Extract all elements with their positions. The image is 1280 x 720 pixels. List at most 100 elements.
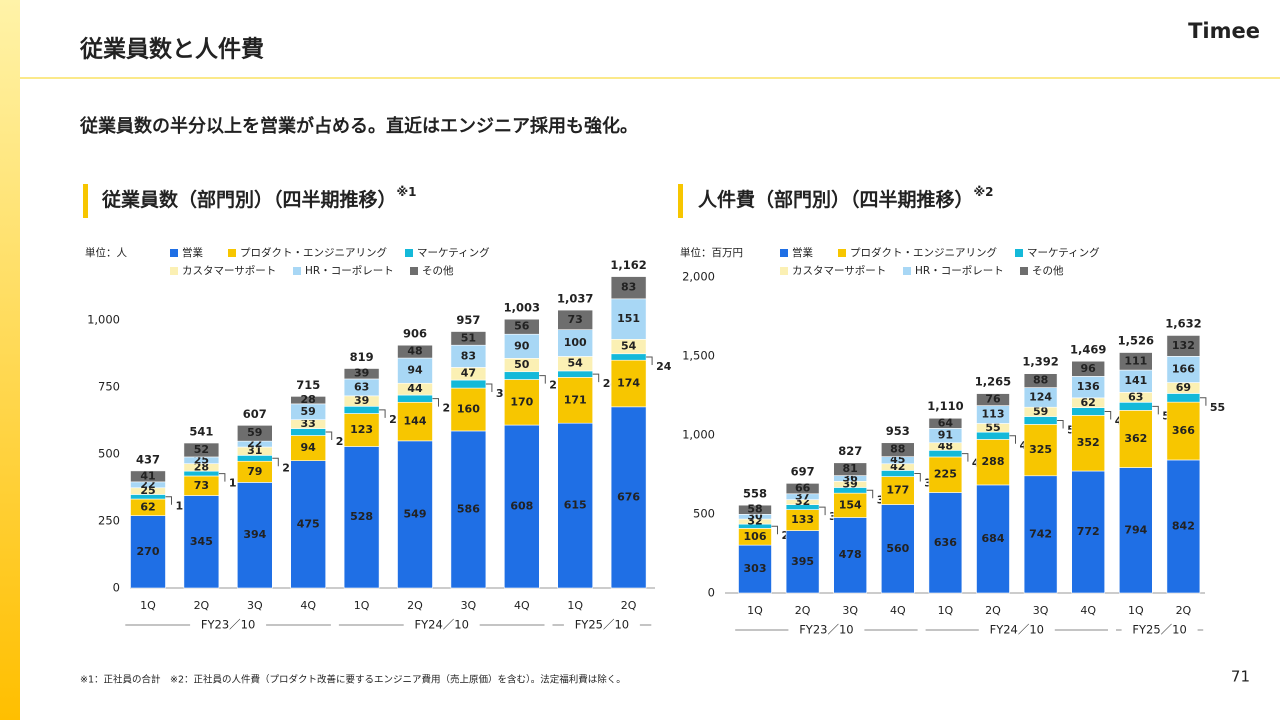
x-tick-label: 2Q [194, 599, 210, 612]
total-label: 819 [350, 350, 374, 364]
bar-segment [1119, 467, 1153, 594]
data-label: 171 [564, 393, 587, 406]
bar-segment [1166, 401, 1201, 461]
bar-segment [503, 333, 540, 359]
x-tick-label: 3Q [842, 604, 858, 617]
data-label: 100 [564, 336, 587, 349]
data-label: 48 [407, 345, 422, 358]
label-leader [485, 383, 493, 393]
bar-segment [503, 379, 540, 426]
data-label: 24 [656, 360, 672, 373]
bar-segment [880, 442, 915, 457]
data-label: 113 [982, 408, 1005, 421]
data-label: 772 [1077, 525, 1100, 538]
legend-swatch [405, 249, 413, 257]
bar-segment [1023, 424, 1058, 477]
bar-segment [183, 495, 220, 589]
data-label: 55 [1210, 401, 1225, 414]
chart-title-text: 人件費（部門別）（四半期推移） [698, 188, 974, 211]
label-leader [218, 473, 226, 482]
label-leader [272, 457, 279, 467]
bar-segment [343, 405, 380, 414]
bar-segment [1119, 352, 1153, 371]
x-tick-label: 1Q [1128, 604, 1144, 617]
legend-swatch [293, 267, 301, 275]
total-label: 541 [189, 425, 213, 439]
legend-label: HR・コーポレート [915, 265, 1004, 277]
data-label: 325 [1029, 443, 1052, 456]
total-label: 715 [296, 378, 320, 392]
group-label: FY24／10 [414, 618, 468, 632]
legend-label: その他 [422, 264, 454, 277]
data-label: 79 [247, 465, 262, 478]
data-label: 83 [461, 349, 476, 362]
data-label: 31 [247, 444, 262, 457]
legend-swatch [410, 267, 418, 275]
total-label: 558 [743, 486, 767, 500]
data-label: 177 [886, 484, 909, 497]
data-label: 166 [1172, 362, 1195, 375]
bar-segment [557, 422, 594, 589]
data-label: 63 [354, 380, 369, 393]
x-tick-label: 4Q [300, 599, 316, 612]
bar-segment [130, 515, 166, 589]
bar-segment [397, 401, 433, 442]
bar-segment [610, 276, 647, 300]
data-label: 362 [1124, 432, 1147, 445]
legend-label: カスタマーサポート [792, 265, 886, 277]
x-tick-label: 1Q [354, 599, 370, 612]
data-label: 83 [621, 281, 636, 294]
data-label: 47 [461, 367, 476, 380]
group-label: FY25／10 [575, 618, 629, 632]
logo: Timee [1188, 19, 1260, 43]
data-label: 63 [1128, 390, 1143, 403]
bar-segment [557, 309, 594, 330]
label-leader [961, 453, 969, 462]
data-label: 90 [514, 339, 530, 352]
legend-label: マーケティング [1027, 246, 1100, 259]
data-label: 111 [1124, 354, 1147, 367]
bar-segment [557, 377, 594, 424]
label-leader [819, 506, 826, 516]
total-label: 1,003 [504, 301, 540, 315]
label-leader [1199, 397, 1207, 406]
data-label: 96 [1081, 362, 1097, 375]
data-label: 54 [568, 357, 584, 370]
page-title: 従業員数と人件費 [79, 36, 264, 63]
data-label: 58 [747, 503, 762, 516]
group-label: FY23／10 [799, 623, 853, 637]
bar-segment [610, 298, 647, 340]
bar-segment [503, 318, 540, 335]
legend-label: その他 [1032, 264, 1064, 277]
data-label: 151 [617, 312, 640, 325]
bar-segment [503, 424, 540, 589]
chart-title-note: ※1 [397, 185, 417, 199]
data-label: 478 [839, 548, 862, 561]
data-label: 91 [938, 429, 953, 442]
data-label: 123 [350, 423, 373, 436]
data-label: 76 [985, 393, 1001, 406]
data-label: 56 [514, 320, 530, 333]
data-label: 73 [194, 479, 209, 492]
legend-swatch [903, 267, 911, 275]
footnote: ※1：正社員の合計 ※2：正社員の人件費（プロダクト改善に要するエンジニア費用（… [80, 674, 626, 686]
label-leader [1057, 419, 1064, 429]
data-label: 586 [457, 502, 480, 515]
total-label: 906 [403, 327, 427, 341]
side-stripe [0, 0, 20, 720]
bar-segment [1071, 407, 1105, 416]
bar-segment [1071, 360, 1105, 377]
title-marker [678, 184, 683, 218]
chart-title-note: ※2 [974, 185, 994, 199]
data-label: 366 [1172, 424, 1195, 437]
bar-segment [928, 417, 963, 429]
legend-label: プロダクト・エンジニアリング [240, 246, 387, 259]
legend-swatch [780, 267, 788, 275]
bar-segment [450, 387, 487, 432]
bar-segment [130, 470, 166, 483]
data-label: 636 [934, 536, 957, 549]
data-label: 88 [1033, 374, 1048, 387]
data-label: 352 [1077, 436, 1100, 449]
total-label: 697 [791, 464, 815, 478]
data-label: 51 [461, 331, 476, 344]
